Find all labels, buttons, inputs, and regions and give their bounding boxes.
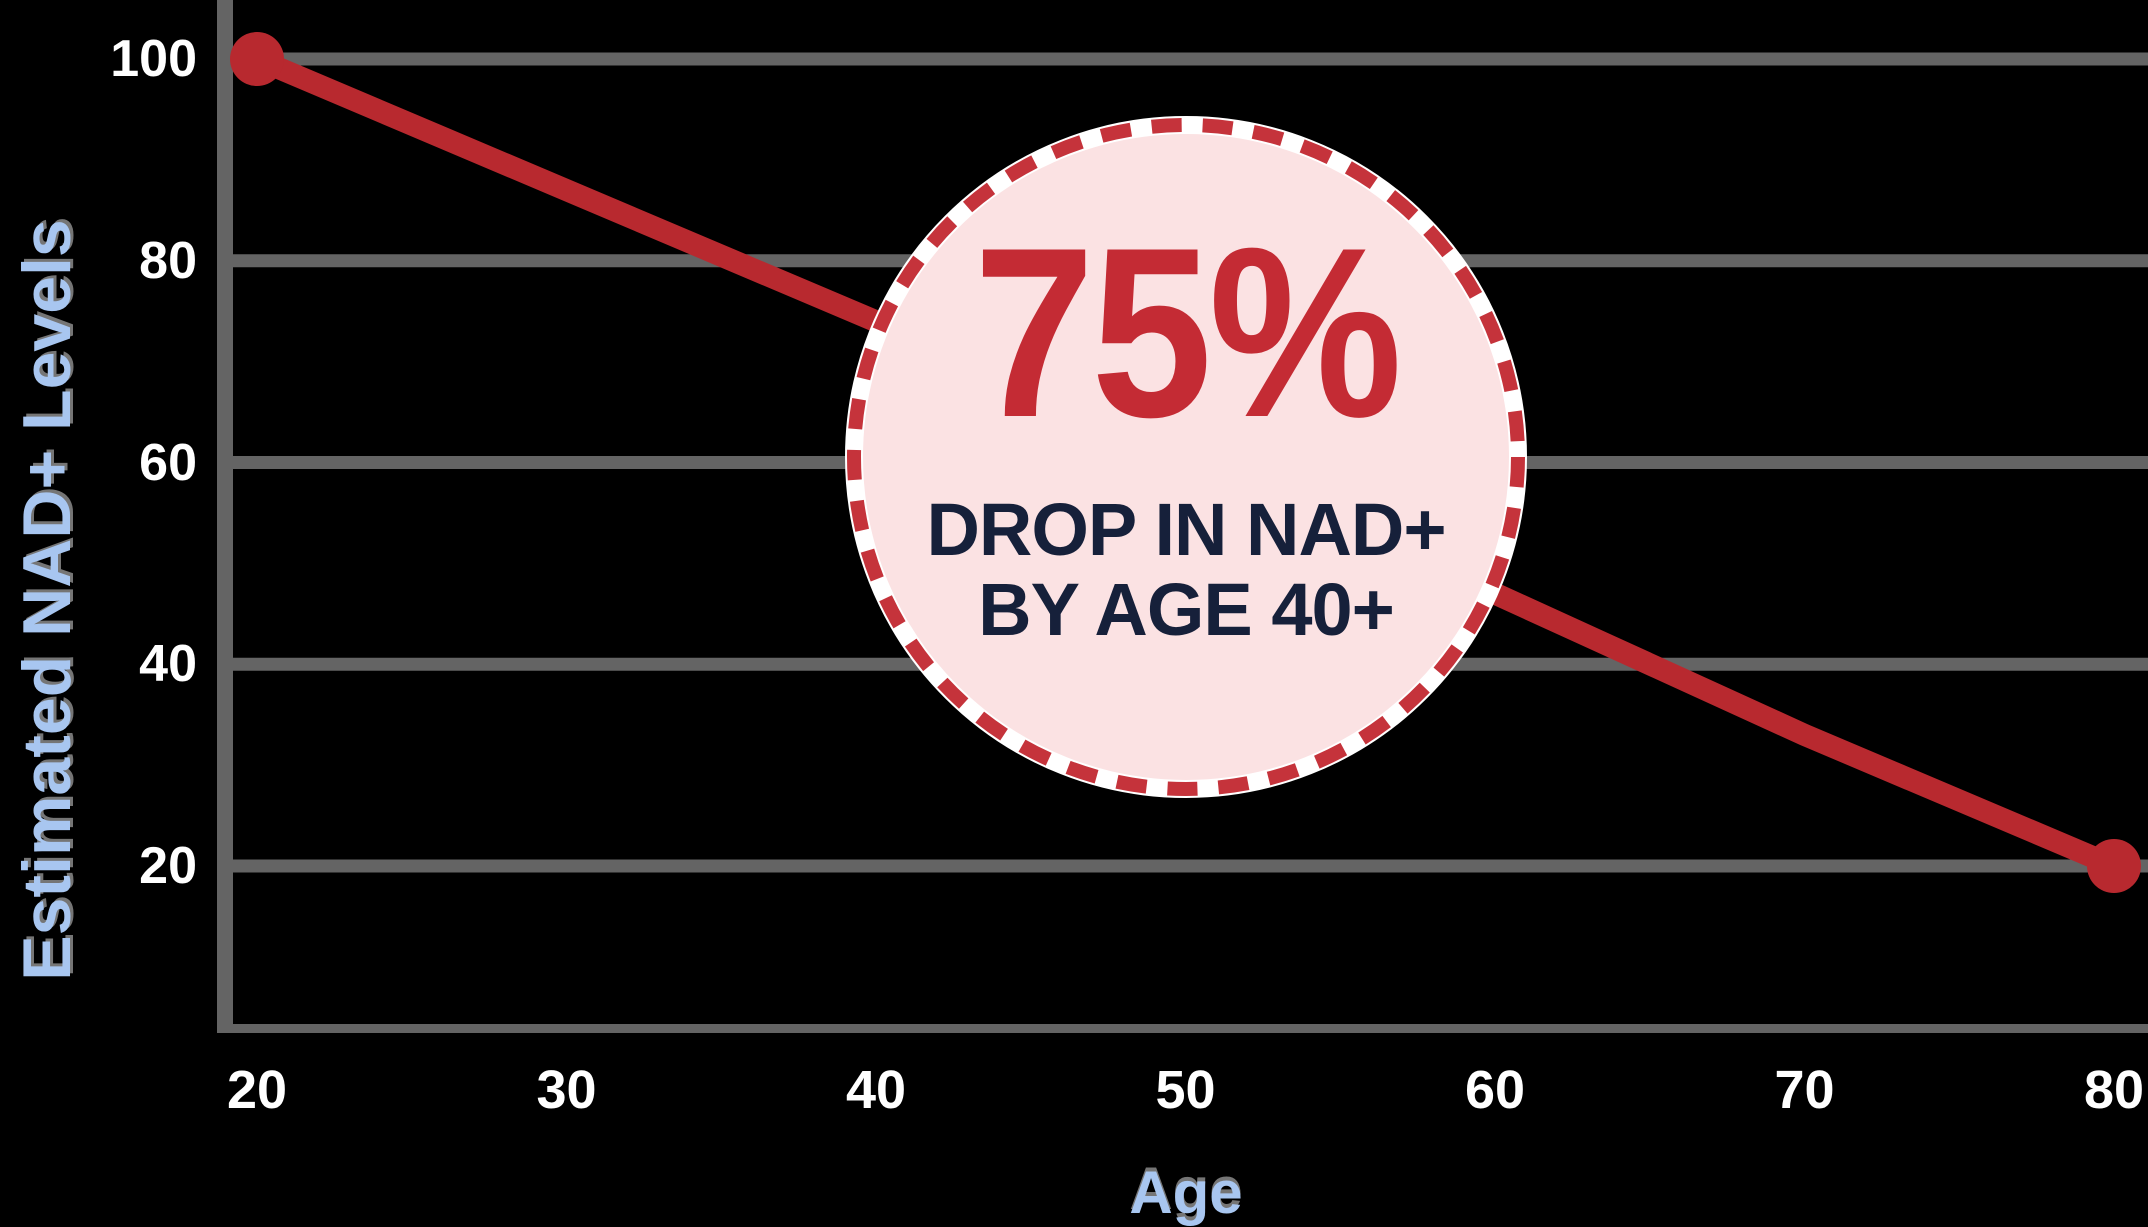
data-point-marker-first	[230, 32, 284, 86]
gridline-y-20	[233, 859, 2148, 873]
annotation-line-2: BY AGE 40+	[978, 567, 1395, 651]
x-tick-label-50: 50	[1155, 1060, 1216, 1120]
y-tick-label-20: 20	[139, 837, 197, 895]
x-tick-label-40: 40	[845, 1060, 907, 1120]
x-tick-label-60: 60	[1464, 1060, 1526, 1120]
y-axis-line	[217, 0, 233, 1033]
y-tick-label-80: 80	[139, 231, 197, 290]
annotation-text-block: 75% DROP IN NAD+ BY AGE 40+	[766, 212, 1606, 650]
annotation-circle-dashed-border	[847, 118, 1525, 796]
data-point-marker-last	[2087, 839, 2141, 893]
annotation-headline: 75%	[973, 198, 1402, 468]
x-axis-title: Age	[1129, 1159, 1243, 1226]
y-tick-label-40: 40	[139, 635, 197, 694]
x-tick-label-80: 80	[2083, 1060, 2145, 1120]
y-tick-label-100: 100	[110, 30, 197, 88]
y-axis-title: Estimated NAD+ Levels	[9, 219, 85, 981]
x-axis-line	[217, 1024, 2148, 1033]
gridline-y-100	[233, 52, 2148, 66]
x-tick-label-70: 70	[1774, 1060, 1835, 1120]
x-tick-label-30: 30	[536, 1060, 597, 1120]
y-tick-label-60: 60	[139, 433, 197, 492]
x-tick-label-20: 20	[226, 1060, 288, 1120]
annotation-line-1: DROP IN NAD+	[926, 488, 1446, 571]
